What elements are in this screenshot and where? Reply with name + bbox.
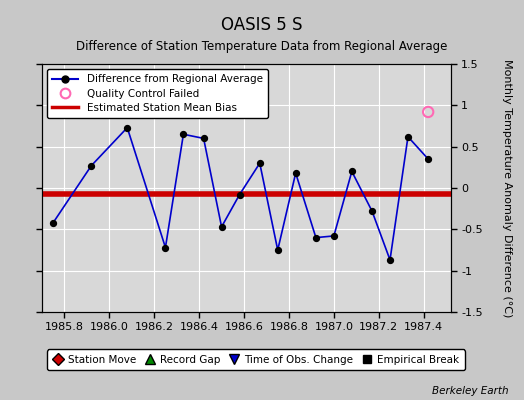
Point xyxy=(312,234,320,241)
Point xyxy=(368,208,376,214)
Point xyxy=(161,244,170,251)
Point xyxy=(330,233,338,239)
Point xyxy=(386,257,394,263)
Point xyxy=(49,220,57,226)
Point xyxy=(87,162,95,169)
Point xyxy=(217,224,226,230)
Point xyxy=(256,160,264,166)
Point xyxy=(235,192,244,198)
Point xyxy=(291,170,300,176)
Point xyxy=(404,134,412,140)
Legend: Station Move, Record Gap, Time of Obs. Change, Empirical Break: Station Move, Record Gap, Time of Obs. C… xyxy=(47,350,465,370)
Point xyxy=(123,124,132,131)
Text: OASIS 5 S: OASIS 5 S xyxy=(221,16,303,34)
Point xyxy=(347,168,356,175)
Text: Berkeley Earth: Berkeley Earth xyxy=(432,386,508,396)
Y-axis label: Monthly Temperature Anomaly Difference (°C): Monthly Temperature Anomaly Difference (… xyxy=(502,59,512,317)
Point xyxy=(424,156,432,162)
Point xyxy=(274,247,282,253)
Point xyxy=(424,109,432,115)
Text: Difference of Station Temperature Data from Regional Average: Difference of Station Temperature Data f… xyxy=(77,40,447,53)
Point xyxy=(179,131,188,138)
Point xyxy=(200,135,208,142)
